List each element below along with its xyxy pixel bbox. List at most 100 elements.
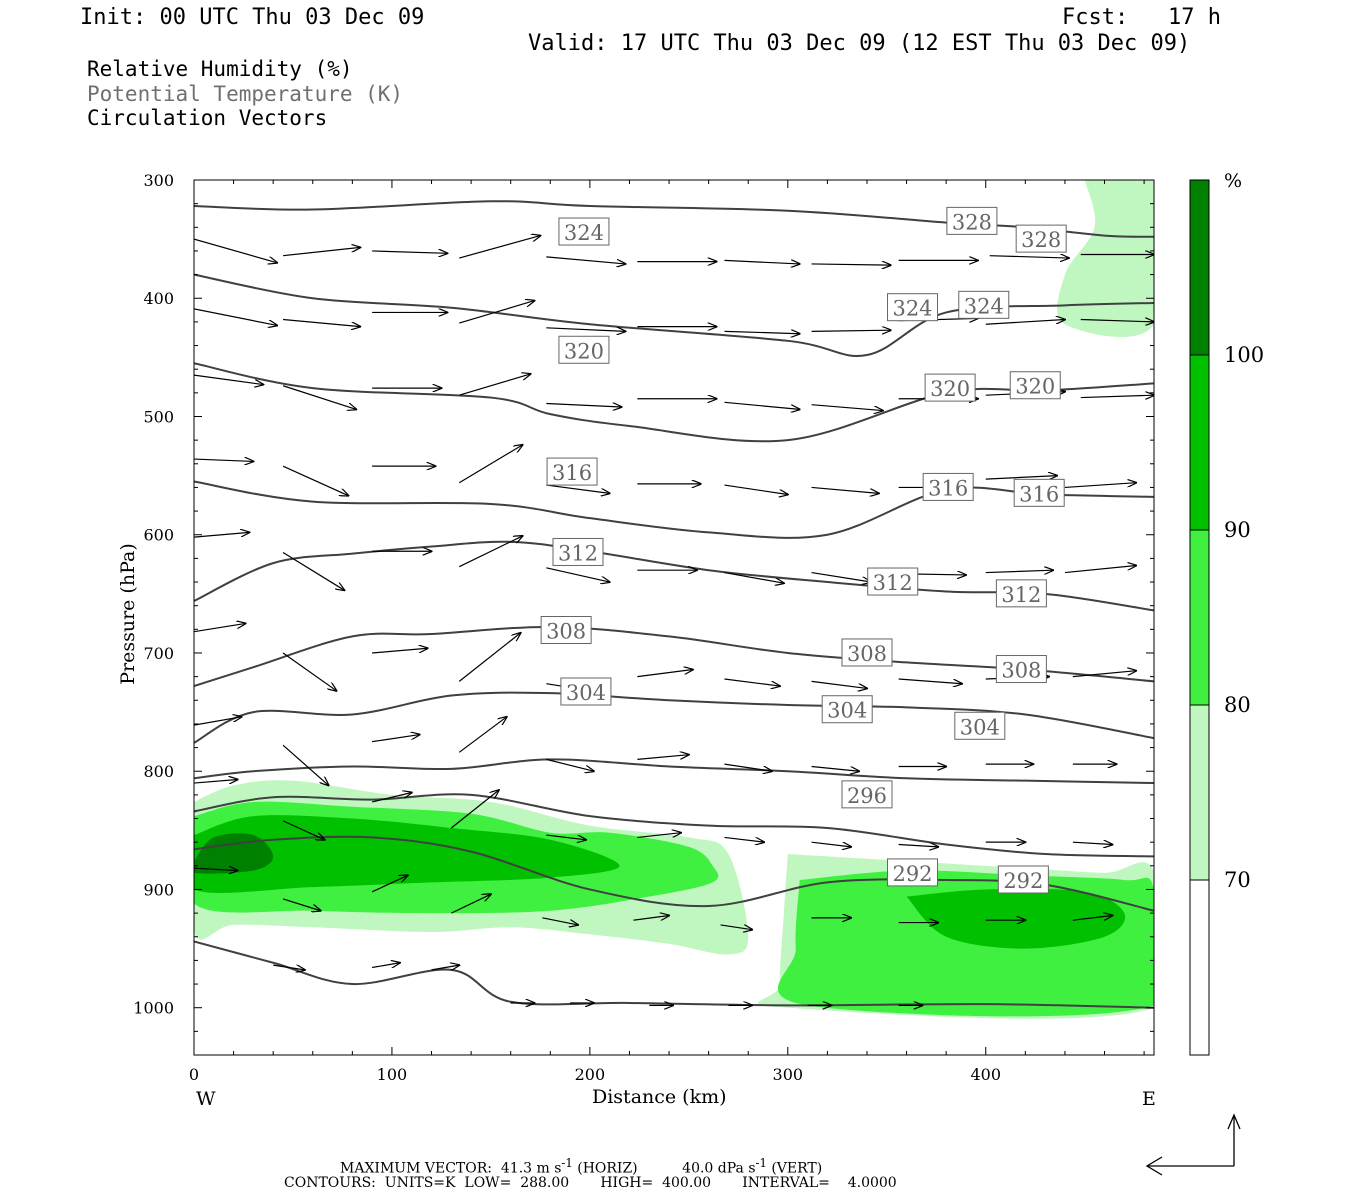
contour-label-box [1015, 224, 1067, 253]
contour-label-308: 308 [995, 655, 1047, 684]
contour-label-box [946, 206, 998, 235]
circulation-vector [720, 924, 753, 930]
contour-label-layer: 328 328 324 324 324 320 320 320 316 316 316 312 312 3… [540, 206, 1067, 894]
y-tick-label: 400 [143, 289, 174, 308]
contour-label-text: 320 [1015, 375, 1055, 399]
circulation-vector [724, 763, 772, 771]
theta-contour-312 [194, 540, 1154, 612]
circulation-vector [282, 820, 325, 840]
circulation-vector [194, 374, 263, 384]
init-time-label: Init: 00 UTC Thu 03 Dec 09 [80, 5, 425, 30]
colorbar-level-label: 80 [1224, 693, 1251, 717]
circulation-vector [194, 459, 253, 461]
rh-region-90-5 [194, 815, 620, 893]
contour-label-text: 304 [827, 699, 867, 723]
contour-label-box [841, 638, 893, 667]
contour-label-box [546, 457, 598, 486]
contour-label-316: 316 [1013, 478, 1065, 507]
contour-label-308: 308 [540, 616, 592, 645]
y-tick-label: 300 [143, 171, 174, 190]
circulation-vector [194, 308, 277, 326]
circulation-vector [194, 532, 249, 538]
contour-label-text: 296 [847, 784, 887, 808]
contour-label-text: 308 [1001, 659, 1041, 683]
contour-label-312: 312 [867, 567, 919, 596]
theta-contour-304 [194, 691, 1154, 744]
y-tick-label: 1000 [133, 999, 174, 1018]
contour-label-308: 308 [841, 638, 893, 667]
circulation-vector [1064, 483, 1136, 489]
contour-label-320: 320 [924, 373, 976, 402]
plot-frame [193, 179, 1155, 1056]
contour-label-320: 320 [1009, 371, 1061, 400]
contour-label-text: 324 [564, 221, 604, 245]
circulation-vector [724, 260, 799, 264]
circulation-vector [985, 320, 1065, 325]
contour-label-text: 292 [1003, 869, 1043, 893]
circulation-vector [898, 678, 962, 684]
contour-label-text: 312 [1001, 583, 1041, 607]
circulation-vector [458, 633, 520, 682]
contour-label-text: 328 [952, 210, 992, 234]
contour-label-box [997, 865, 1049, 894]
colorbar-level-label: 70 [1224, 868, 1251, 892]
contour-label-328: 328 [946, 206, 998, 235]
contour-label-text: 308 [847, 642, 887, 666]
circulation-vector [194, 717, 242, 726]
circulation-vector [811, 765, 860, 771]
circulation-vector [811, 571, 871, 582]
circulation-vector [371, 875, 408, 893]
contour-label-box [1009, 371, 1061, 400]
circulation-vector [1072, 842, 1113, 844]
circulation-vector [282, 898, 321, 911]
contour-label-text: 304 [960, 715, 1000, 739]
circulation-vector [450, 790, 499, 829]
circulation-vector [811, 404, 883, 411]
circulation-vector [989, 256, 1069, 258]
circulation-vector [194, 238, 277, 263]
forecast-hour-label: Fcst: 17 h [1062, 5, 1221, 30]
circulation-vector [985, 476, 1057, 480]
contour-label-316: 316 [546, 457, 598, 486]
contour-label-box [924, 373, 976, 402]
legend-circulation-vectors: Circulation Vectors [87, 106, 328, 130]
contour-label-text: 320 [564, 339, 604, 363]
rh-region-100-7 [194, 833, 274, 874]
contour-label-324: 324 [887, 293, 939, 322]
colorbar-segment [1189, 879, 1210, 1056]
circulation-vector [282, 385, 356, 410]
contour-label-box [995, 655, 1047, 684]
rh-region-90-6 [906, 888, 1126, 949]
relative-humidity-fill-layer [194, 180, 1154, 1019]
circulation-vector [546, 484, 609, 493]
y-axis-title: Pressure (hPa) [117, 543, 139, 685]
contour-label-text: 304 [566, 681, 606, 705]
contour-label-box [560, 677, 612, 706]
x-axis-west-label: W [196, 1088, 216, 1110]
contour-label-box [1013, 478, 1065, 507]
circulation-vector [194, 779, 238, 783]
contour-label-box [867, 567, 919, 596]
contour-label-text: 316 [552, 461, 592, 485]
colorbar-segment [1189, 704, 1210, 881]
circulation-vector [811, 680, 867, 688]
circulation-vector [282, 744, 329, 785]
x-axis-title: Distance (km) [592, 1086, 727, 1108]
circulation-vector [282, 652, 336, 691]
contour-label-text: 312 [873, 571, 913, 595]
axes-layer: 300 400 500 600 700 800 900 1000 0 100 200 300 400 [133, 171, 1154, 1084]
colorbar: 70 80 90 100 [1189, 179, 1264, 1056]
y-tick-label: 500 [143, 407, 174, 426]
contour-label-text: 308 [546, 620, 586, 644]
circulation-vector [372, 793, 412, 803]
y-tick-label: 700 [143, 644, 174, 663]
circulation-vector [633, 915, 669, 921]
contour-label-304: 304 [954, 711, 1006, 740]
legend-potential-temperature: Potential Temperature (K) [87, 82, 404, 106]
theta-contour-328 [194, 200, 1154, 238]
circulation-vector [724, 331, 799, 333]
circulation-vector [372, 735, 420, 743]
circulation-vector [372, 963, 400, 968]
x-tick-label: 400 [970, 1065, 1001, 1084]
valid-time-label: Valid: 17 UTC Thu 03 Dec 09 (12 EST Thu … [528, 31, 1191, 56]
